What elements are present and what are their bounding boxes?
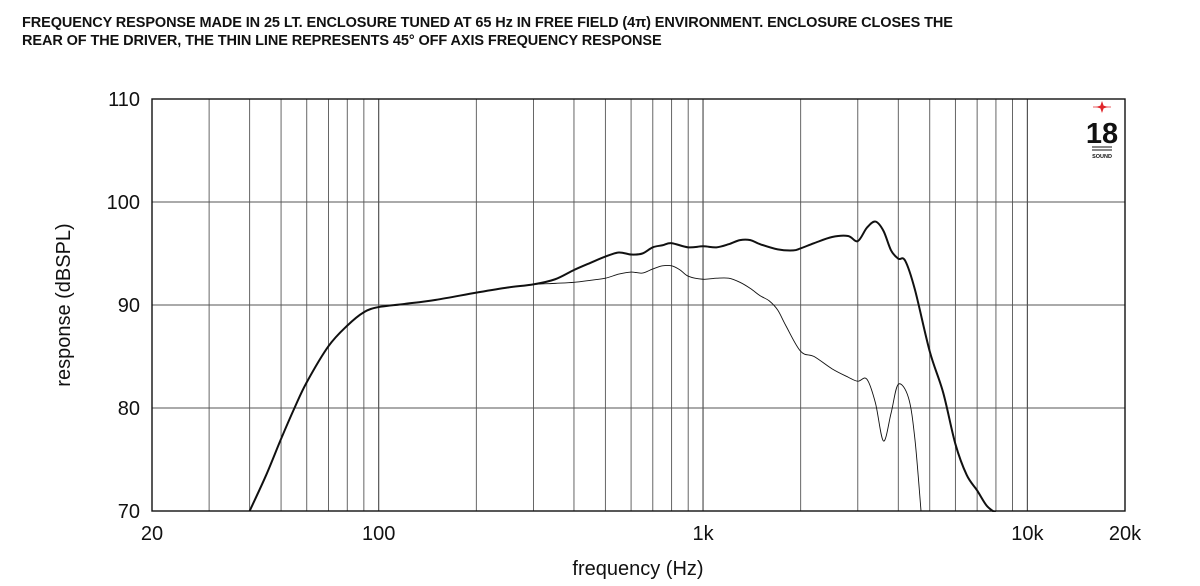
y-tick-label: 80 — [118, 398, 140, 420]
x-tick-label: 1k — [692, 523, 714, 545]
chart-caption: FREQUENCY RESPONSE MADE IN 25 LT. ENCLOS… — [22, 14, 1172, 50]
series-line-off-axis — [249, 264, 922, 512]
x-tick-label: 20 — [141, 523, 163, 545]
y-axis-label: response (dBSPL) — [53, 223, 75, 386]
caption-line-2: REAR OF THE DRIVER, THE THIN LINE REPRES… — [22, 33, 662, 49]
plot-frame — [151, 98, 1126, 512]
y-tick-label: 100 — [107, 192, 140, 214]
grid-lines — [152, 98, 1125, 512]
series-layer — [248, 220, 997, 512]
logo-number: 18 — [1086, 118, 1118, 150]
series-line-on-axis — [248, 220, 997, 512]
x-tick-label: 20k — [1109, 523, 1142, 545]
brand-logo: 18 SOUND — [1086, 101, 1118, 160]
x-axis-label: frequency (Hz) — [572, 558, 703, 580]
caption-line-1: FREQUENCY RESPONSE MADE IN 25 LT. ENCLOS… — [22, 15, 953, 31]
x-tick-label: 10k — [1011, 523, 1044, 545]
y-tick-label: 70 — [118, 501, 140, 523]
y-tick-label: 110 — [108, 89, 140, 111]
tick-labels: 20 100 1k 10k 20k 70 80 90 100 110 — [107, 89, 1142, 545]
y-tick-label: 90 — [118, 295, 140, 317]
x-tick-label: 100 — [362, 523, 395, 545]
logo-brand: SOUND — [1092, 154, 1112, 160]
